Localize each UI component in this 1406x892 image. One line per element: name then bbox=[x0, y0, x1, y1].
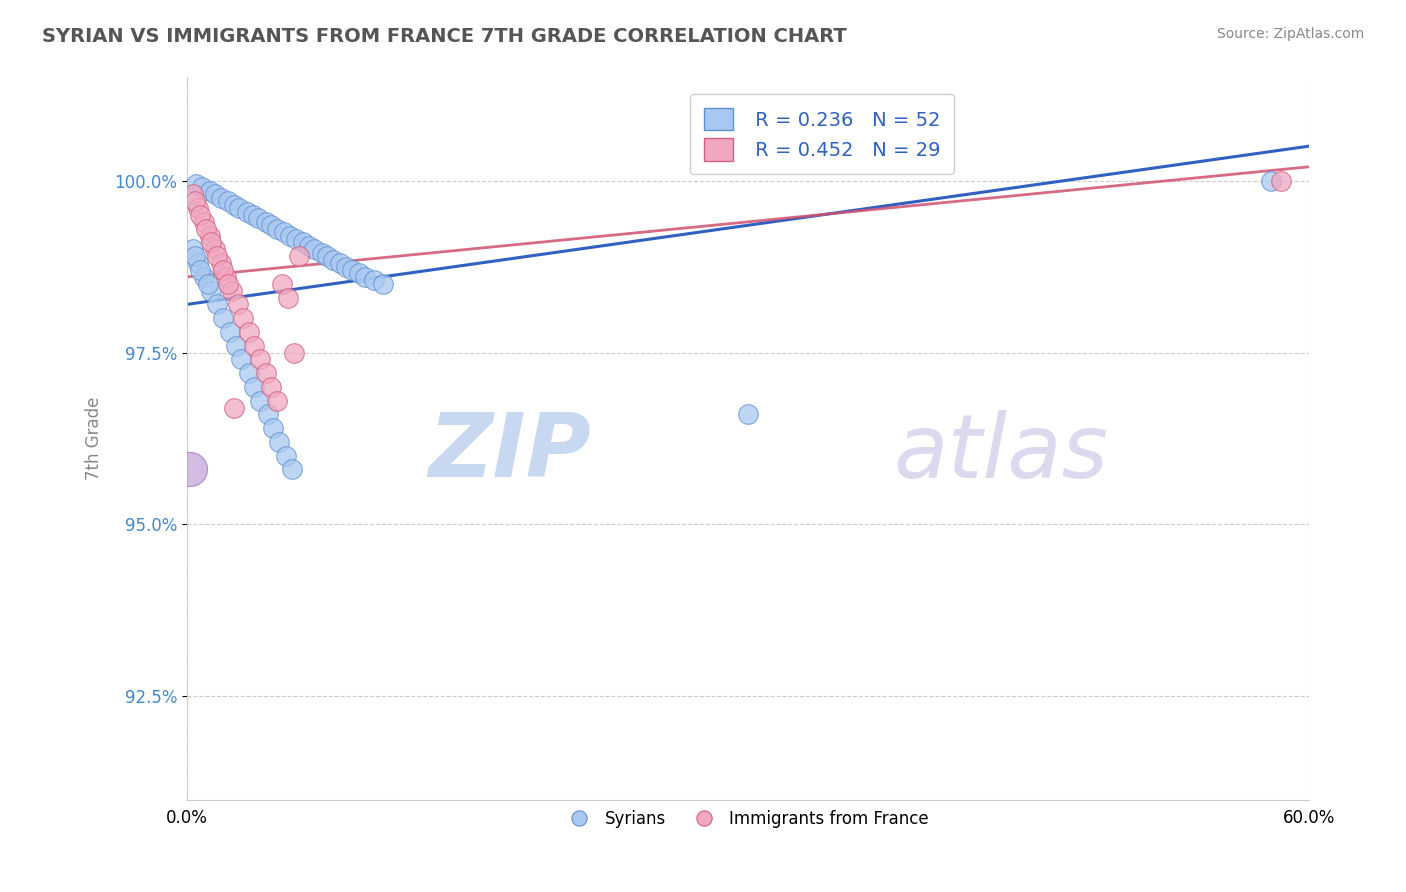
Point bbox=[256, 408, 278, 422]
Point bbox=[198, 184, 221, 198]
Point bbox=[181, 187, 204, 202]
Point bbox=[329, 256, 352, 270]
Point bbox=[200, 235, 222, 250]
Point bbox=[316, 249, 339, 263]
Legend: Syrians, Immigrants from France: Syrians, Immigrants from France bbox=[560, 803, 936, 835]
Point bbox=[193, 215, 215, 229]
Point bbox=[238, 366, 260, 380]
Point bbox=[217, 194, 239, 209]
Point bbox=[278, 228, 301, 243]
Point bbox=[209, 191, 232, 205]
Point bbox=[247, 211, 270, 226]
Point bbox=[226, 297, 249, 311]
Point bbox=[186, 177, 208, 191]
Point bbox=[243, 338, 266, 352]
Point bbox=[1270, 173, 1292, 187]
Text: SYRIAN VS IMMIGRANTS FROM FRANCE 7TH GRADE CORRELATION CHART: SYRIAN VS IMMIGRANTS FROM FRANCE 7TH GRA… bbox=[42, 27, 846, 45]
Point bbox=[222, 197, 245, 211]
Point bbox=[197, 277, 219, 291]
Point bbox=[179, 462, 201, 476]
Point bbox=[302, 243, 325, 257]
Point bbox=[222, 401, 245, 415]
Point bbox=[353, 269, 375, 284]
Point bbox=[183, 194, 205, 209]
Y-axis label: 7th Grade: 7th Grade bbox=[86, 397, 103, 480]
Point bbox=[183, 249, 205, 263]
Point bbox=[322, 252, 344, 267]
Point bbox=[273, 225, 295, 239]
Point bbox=[276, 449, 298, 463]
Point bbox=[187, 256, 209, 270]
Point bbox=[347, 267, 370, 281]
Point bbox=[311, 245, 333, 260]
Point bbox=[242, 208, 264, 222]
Point bbox=[187, 201, 209, 215]
Point bbox=[225, 338, 247, 352]
Point bbox=[191, 180, 214, 194]
Point bbox=[267, 434, 290, 449]
Point bbox=[205, 297, 228, 311]
Point bbox=[249, 352, 271, 367]
Point bbox=[260, 380, 283, 394]
Point bbox=[211, 263, 233, 277]
Text: ZIP: ZIP bbox=[427, 409, 591, 497]
Point bbox=[204, 187, 226, 202]
Text: Source: ZipAtlas.com: Source: ZipAtlas.com bbox=[1216, 27, 1364, 41]
Point bbox=[200, 284, 222, 298]
Point bbox=[363, 273, 385, 287]
Point bbox=[292, 235, 315, 250]
Point bbox=[340, 263, 363, 277]
Point bbox=[193, 269, 215, 284]
Point bbox=[335, 260, 357, 274]
Point bbox=[254, 366, 277, 380]
Point bbox=[298, 239, 321, 253]
Point bbox=[228, 201, 250, 215]
Point bbox=[243, 380, 266, 394]
Point bbox=[236, 204, 259, 219]
Point bbox=[284, 232, 307, 246]
Text: atlas: atlas bbox=[894, 410, 1108, 496]
Point bbox=[232, 311, 254, 326]
Point bbox=[231, 352, 253, 367]
Point bbox=[266, 393, 288, 408]
Point bbox=[181, 243, 204, 257]
Point bbox=[249, 393, 271, 408]
Point bbox=[254, 215, 277, 229]
Point bbox=[209, 256, 232, 270]
Point bbox=[204, 243, 226, 257]
Point bbox=[198, 228, 221, 243]
Point bbox=[188, 263, 211, 277]
Point bbox=[373, 277, 395, 291]
Point bbox=[238, 325, 260, 339]
Point bbox=[277, 291, 299, 305]
Point bbox=[205, 249, 228, 263]
Point bbox=[262, 421, 284, 435]
Point bbox=[288, 249, 311, 263]
Point bbox=[271, 277, 294, 291]
Point bbox=[283, 345, 305, 359]
Point bbox=[215, 269, 238, 284]
Point bbox=[217, 277, 239, 291]
Point bbox=[737, 408, 759, 422]
Point bbox=[1260, 173, 1282, 187]
Point bbox=[211, 311, 233, 326]
Point bbox=[194, 221, 217, 235]
Point bbox=[221, 284, 243, 298]
Point bbox=[219, 325, 242, 339]
Point bbox=[266, 221, 288, 235]
Point bbox=[260, 219, 283, 233]
Point bbox=[188, 208, 211, 222]
Point bbox=[281, 462, 304, 476]
